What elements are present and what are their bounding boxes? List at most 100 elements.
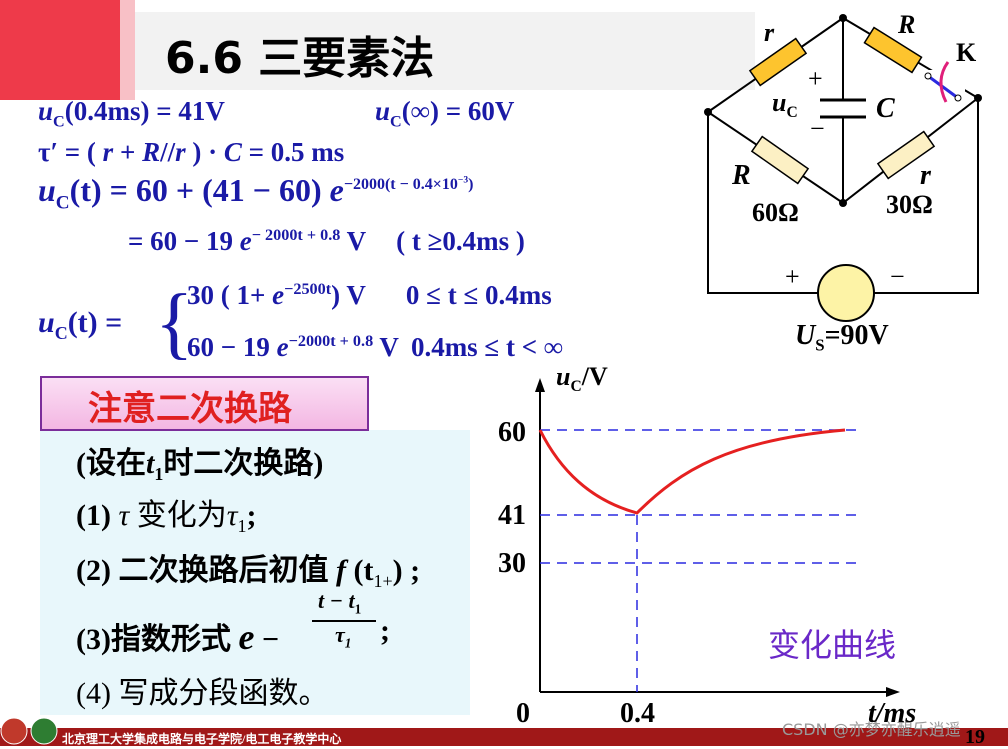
brace: { (155, 279, 194, 367)
formula: uC(t) = (38, 306, 122, 344)
graph-guides (540, 429, 858, 692)
text-formulas-4: = 60 − 19 (128, 226, 240, 256)
text-formulas-2: + (113, 137, 143, 167)
text-piecewise-cases: ) V (331, 280, 366, 310)
text-footer-page: 19 (965, 726, 985, 748)
text-circuit-cap-minus: − (810, 114, 825, 143)
text-piecewise-cases: e (272, 280, 285, 310)
text-formulas-3: −2000(t − 0.4×10 (343, 176, 458, 194)
text-formulas-4: V (340, 226, 367, 256)
formula: 60 − 19 e−2000t + 0.8 V 0.4ms ≤ t < ∞ (187, 332, 563, 363)
text-note-steps: 1 (154, 464, 164, 484)
corner (0, 0, 120, 100)
fraction-bar (312, 620, 376, 622)
uc-curve (538, 428, 846, 515)
text-note-steps: τ (335, 622, 345, 647)
text-formulas-2: = 0.5 ms (241, 137, 345, 167)
text-note-steps: 1 (354, 601, 362, 617)
text-note-steps: e (238, 617, 255, 657)
text-note-steps: (1) (76, 499, 119, 532)
formula: uC(0.4ms) = 41V (38, 96, 225, 131)
text-piecewise-lhs: u (38, 306, 55, 339)
text-formulas-2: r (102, 137, 114, 167)
text-circuit-src-value: =90V (824, 320, 889, 351)
corner-edge (120, 0, 135, 100)
part (839, 14, 847, 22)
text-piecewise-cases: 60 − 19 (187, 332, 277, 362)
text-formulas-3: C (55, 192, 70, 214)
text-piecewise-cases: −2000t + 0.8 (288, 332, 374, 350)
text-graph-x-axis-label: t/ms (868, 698, 917, 729)
text-circuit-src-sub: S (815, 335, 825, 355)
text-piecewise-cases: e (276, 332, 289, 362)
formula: (设在t1时二次换路) (76, 438, 323, 485)
formula: uC (772, 88, 798, 122)
text-circuit-cap-label: C (876, 93, 895, 124)
part (863, 26, 923, 74)
text-graph-y-ticks: 30 (498, 548, 526, 579)
text-piecewise-lhs: (t) = (67, 306, 123, 339)
text-note-steps: t − t (318, 588, 355, 613)
text-piecewise-cases: V (373, 332, 399, 362)
text-formulas-3: −3 (457, 175, 469, 187)
resistors-lower (750, 130, 936, 185)
text-circuit-switch: K (956, 38, 977, 67)
text-note-steps: 1+ (373, 571, 393, 591)
text-graph-origin: 0 (516, 698, 530, 729)
text-circuit-src-minus: − (890, 262, 905, 291)
text-circuit-R-bottom-value: 60Ω (752, 198, 799, 227)
text-circuit-cap-u-sub: C (786, 104, 798, 122)
part (954, 94, 962, 102)
text-circuit-cap-u: u (772, 88, 787, 117)
source (817, 264, 875, 322)
text-formulas-3: u (38, 172, 56, 208)
text-piecewise-cases: 0.4ms ≤ t < ∞ (410, 332, 564, 362)
text-piecewise-cases: 30 ( 1+ (187, 280, 273, 310)
part: −2000(t − 0.4×10−3) (343, 175, 474, 194)
text-note-steps: ; (246, 499, 257, 532)
text-formulas-4: − 2000t + 0.8 (251, 226, 341, 244)
formula: uC(∞) = 60V (375, 96, 514, 131)
text-note-steps: 时二次换路) (163, 447, 324, 480)
text-circuit-R-bottom: R (732, 160, 751, 191)
text-formulas-1: u (375, 96, 391, 126)
part (876, 130, 936, 180)
text-circuit-src-plus: + (785, 262, 800, 291)
part (704, 108, 712, 116)
text-formulas-4: e (239, 226, 252, 256)
title: 6.6 三要素法 (165, 33, 435, 84)
text-formulas-2: R (142, 137, 161, 167)
text-note-steps: 变化为 (136, 499, 227, 532)
part (535, 378, 545, 392)
part (30, 717, 58, 745)
text-graph-y-ticks: 41 (498, 500, 526, 531)
graph-axes (539, 385, 895, 693)
text-note-steps: (t (345, 554, 374, 587)
text-formulas-4: ( t ≥0.4ms ) (396, 226, 525, 256)
text-formulas-3: e (329, 172, 344, 208)
text-circuit-R-top: R (898, 10, 916, 39)
text-piecewise-lhs: C (54, 323, 68, 343)
formula: τ′ = ( r + R//r ) · C = 0.5 ms (38, 137, 344, 168)
text-note-steps: (设在 (76, 447, 146, 480)
text-formulas-2: ) · (185, 137, 224, 167)
part (839, 199, 847, 207)
part (707, 112, 818, 294)
text-note-steps: τ (226, 499, 238, 532)
text-note-steps: ; (380, 614, 390, 647)
switch-blade (927, 74, 959, 100)
part (924, 72, 932, 80)
text-note-steps: (4) 写成分段函数。 (76, 677, 329, 710)
part (748, 37, 808, 87)
text-formulas-2: C (223, 137, 242, 167)
formula: (2) 二次换路后初值 f (t1+) ; (76, 545, 420, 592)
text-footer-watermark: CSDN @亦梦亦醒乐逍遥 (782, 720, 961, 739)
text-formulas-3: (t) = 60 + (41 − 60) (69, 172, 330, 208)
part (874, 98, 979, 294)
title-bar (135, 12, 755, 90)
text-note-steps: f (335, 554, 346, 587)
resistors (748, 26, 923, 87)
text-circuit-r-bottom-value: 30Ω (886, 190, 933, 219)
